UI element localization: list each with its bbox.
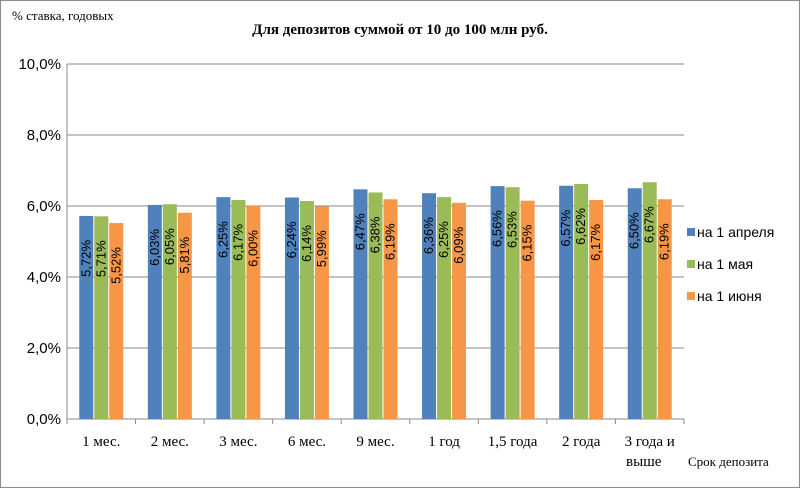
bar xyxy=(657,199,672,419)
y-tick-label: 4,0% xyxy=(27,269,61,286)
bar xyxy=(422,193,437,419)
bar xyxy=(147,204,162,419)
data-label: 6,50% xyxy=(627,212,642,249)
data-label: 6,05% xyxy=(162,228,177,265)
bar xyxy=(284,197,299,419)
data-label: 6,67% xyxy=(642,206,657,243)
bar xyxy=(314,206,329,419)
data-label: 6,15% xyxy=(520,224,535,261)
data-label: 6,36% xyxy=(421,217,436,254)
data-label: 5,72% xyxy=(78,240,93,277)
data-label: 5,81% xyxy=(177,236,192,273)
bar xyxy=(505,187,520,419)
data-label: 6,38% xyxy=(368,216,383,253)
legend-label: на 1 мая xyxy=(697,256,753,272)
x-tick-label: 1 год xyxy=(428,434,460,450)
data-label: 6,47% xyxy=(353,213,368,250)
data-label: 6,25% xyxy=(436,221,451,258)
bar xyxy=(383,199,398,419)
legend-swatch xyxy=(687,292,695,300)
x-axis-label: Срок депозита xyxy=(688,454,769,469)
data-label: 6,03% xyxy=(147,229,162,266)
data-label: 6,14% xyxy=(299,225,314,262)
bar xyxy=(368,192,383,419)
bar xyxy=(353,189,368,419)
x-tick-label: 3 года и xyxy=(625,434,675,450)
x-tick-label: 6 мес. xyxy=(288,434,326,450)
bar xyxy=(162,204,177,419)
bar xyxy=(299,201,314,419)
bar xyxy=(216,197,231,419)
x-tick-label: 2 мес. xyxy=(151,434,189,450)
bar xyxy=(177,212,192,419)
legend-swatch xyxy=(687,260,695,268)
data-label: 6,62% xyxy=(573,208,588,245)
data-label: 6,53% xyxy=(505,211,520,248)
data-label: 5,99% xyxy=(314,230,329,267)
bar xyxy=(246,206,261,419)
y-tick-label: 6,0% xyxy=(27,198,61,215)
bar xyxy=(589,199,604,419)
data-label: 6,00% xyxy=(245,230,260,267)
x-tick-label-line2: выше xyxy=(626,454,662,470)
legend-label: на 1 апреля xyxy=(697,224,774,240)
data-label: 6,17% xyxy=(230,224,245,261)
data-label: 6,19% xyxy=(383,223,398,260)
legend-label: на 1 июня xyxy=(697,288,762,304)
y-tick-label: 2,0% xyxy=(27,340,61,357)
x-tick-label: 3 мес. xyxy=(219,434,257,450)
y-axis-label: % ставка, годовых xyxy=(12,8,114,23)
y-tick-label: 10,0% xyxy=(18,56,61,73)
bar xyxy=(627,188,642,419)
data-label: 6,17% xyxy=(588,224,603,261)
data-label: 6,57% xyxy=(558,209,573,246)
bar xyxy=(490,186,505,419)
x-tick-label: 1,5 года xyxy=(488,434,538,450)
bar xyxy=(642,182,657,419)
data-label: 5,71% xyxy=(93,240,108,277)
y-tick-label: 8,0% xyxy=(27,127,61,144)
legend-swatch xyxy=(687,228,695,236)
bar xyxy=(559,185,574,419)
data-label: 6,25% xyxy=(215,221,230,258)
bar xyxy=(437,197,452,419)
x-tick-label: 9 мес. xyxy=(356,434,394,450)
bar xyxy=(520,200,535,419)
x-tick-label: 2 года xyxy=(562,434,601,450)
chart-title: Для депозитов суммой от 10 до 100 млн ру… xyxy=(252,22,548,38)
bar xyxy=(452,202,467,419)
data-label: 6,09% xyxy=(451,226,466,263)
bar xyxy=(79,215,94,419)
data-label: 6,24% xyxy=(284,221,299,258)
bar xyxy=(94,216,109,419)
data-label: 6,56% xyxy=(490,210,505,247)
bar xyxy=(109,223,124,419)
y-tick-label: 0,0% xyxy=(27,411,61,428)
data-label: 5,52% xyxy=(108,247,123,284)
data-label: 6,19% xyxy=(657,223,672,260)
bar xyxy=(574,183,589,419)
x-tick-label: 1 мес. xyxy=(82,434,120,450)
bar xyxy=(231,199,246,419)
